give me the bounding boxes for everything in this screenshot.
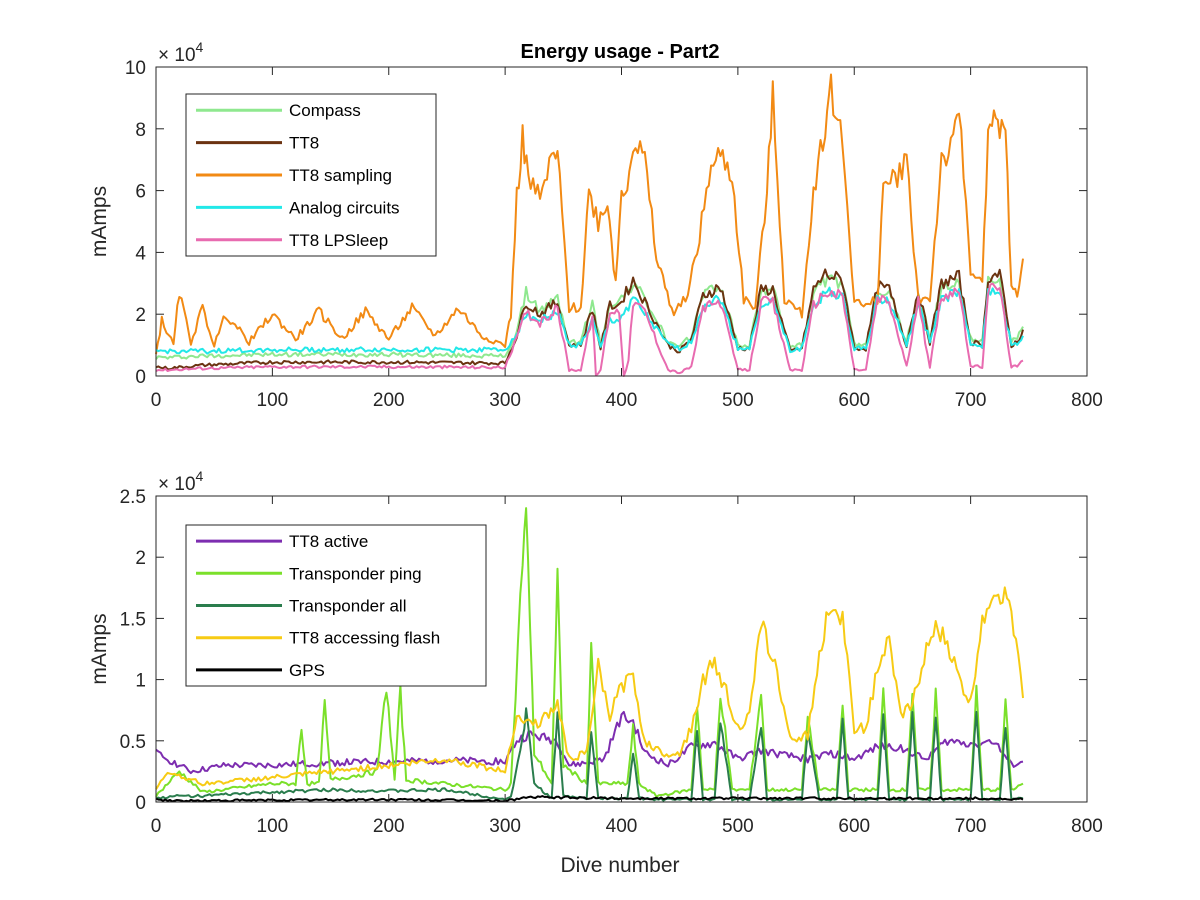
- x-tick-label: 800: [1071, 816, 1103, 837]
- y-tick-label: 2: [135, 548, 146, 569]
- x-tick-label: 300: [489, 390, 521, 411]
- x-tick-label: 500: [722, 390, 754, 411]
- x-tick-label: 600: [838, 390, 870, 411]
- legend-entry: TT8 accessing flash: [289, 629, 440, 648]
- x-tick-label: 800: [1071, 390, 1103, 411]
- legend-entry: TT8 LPSleep: [289, 231, 388, 250]
- y-tick-label: 1.5: [120, 609, 146, 630]
- y-tick-label: 8: [135, 120, 146, 141]
- y-tick-label: 0.5: [120, 732, 146, 753]
- y-axis-label: mAmps: [88, 186, 111, 257]
- legend-entry: TT8 sampling: [289, 166, 392, 185]
- series-line-transponder-ping: [155, 507, 1024, 798]
- bottom-plot: 0 100 200 300 400 500 600 700 800 0 0.5 1 1.5 2 2.5 × 1…: [88, 468, 1103, 837]
- legend-entry: Compass: [289, 101, 361, 120]
- x-tick-label: 300: [489, 816, 521, 837]
- y-tick-label: 2: [135, 305, 146, 326]
- top-plot: 0 100 200 300 400 500 600 700 800 0 2 4 6 8 10 × 104 mAm…: [88, 39, 1103, 411]
- y-tick-label: 0: [135, 793, 146, 814]
- x-tick-label: 0: [151, 390, 162, 411]
- y-tick-label: 0: [135, 367, 146, 388]
- series-line-tt8-sampling: [155, 73, 1024, 355]
- legend-entry: TT8 active: [289, 532, 368, 551]
- series-line-tt8-lpsleep: [155, 282, 1024, 377]
- x-tick-label: 200: [373, 390, 405, 411]
- legend-entry: TT8: [289, 134, 319, 153]
- series-line-gps: [155, 795, 1024, 803]
- y-exponent-label: × 104: [158, 39, 204, 66]
- series-line-transponder-all: [155, 707, 1024, 802]
- legend-entry: Transponder all: [289, 597, 407, 616]
- x-tick-label: 0: [151, 816, 162, 837]
- x-axis-label: Dive number: [560, 854, 679, 877]
- y-tick-label: 1: [135, 671, 146, 692]
- y-exponent-label: × 104: [158, 468, 204, 495]
- x-tick-label: 400: [606, 816, 638, 837]
- legend-entry: Transponder ping: [289, 564, 422, 583]
- y-tick-label: 4: [135, 243, 146, 264]
- x-tick-label: 100: [257, 816, 289, 837]
- series-line-tt8: [155, 268, 1024, 371]
- x-tick-label: 700: [955, 390, 987, 411]
- y-tick-label: 6: [135, 182, 146, 203]
- y-tick-label: 10: [125, 58, 146, 79]
- y-axis-label: mAmps: [88, 613, 111, 684]
- series-line-tt8-accessing-flash: [155, 586, 1024, 790]
- x-tick-label: 100: [257, 390, 289, 411]
- legend-entry: GPS: [289, 661, 325, 680]
- x-tick-label: 400: [606, 390, 638, 411]
- x-tick-label: 700: [955, 816, 987, 837]
- legend-entry: Analog circuits: [289, 198, 400, 217]
- figure-title: Energy usage - Part2: [521, 41, 720, 63]
- series-line-analog-circuits: [155, 286, 1024, 355]
- x-tick-label: 600: [838, 816, 870, 837]
- y-tick-label: 2.5: [120, 487, 146, 508]
- x-tick-label: 200: [373, 816, 405, 837]
- x-tick-label: 500: [722, 816, 754, 837]
